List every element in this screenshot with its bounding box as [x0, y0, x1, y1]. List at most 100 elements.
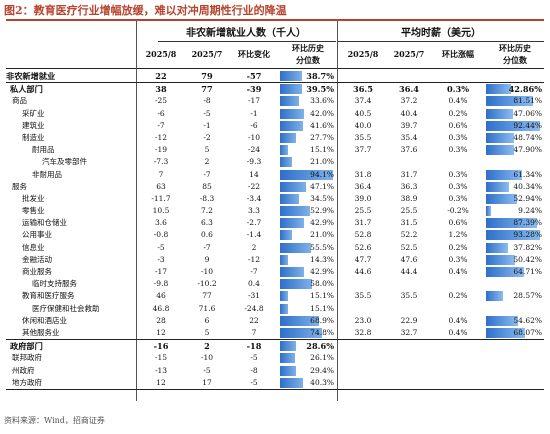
- cell-emp-mom: -24.8: [244, 303, 264, 313]
- percentile-bar: [486, 218, 537, 229]
- cell-wage-2025-8: 47.7: [354, 254, 372, 264]
- percentile-bar: [280, 132, 296, 143]
- cell-wage-2025-8: [340, 340, 386, 352]
- cell-emp-percentile: 15.1%: [280, 144, 336, 156]
- percentile-label: 33.6%: [310, 96, 334, 106]
- cell-wage-percentile: 40.34%: [486, 181, 544, 193]
- cell-wage-percentile: [486, 365, 544, 377]
- table-row: 私人部门 38 77 -39 36.5 36.4 0.3% 39.5% 42.86%: [6, 83, 544, 95]
- cell-wage-percentile: [486, 340, 544, 352]
- percentile-bar: [280, 84, 303, 95]
- row-label: 汽车及零部件: [42, 157, 87, 167]
- cell-emp-2025-8: -16: [153, 341, 169, 352]
- cell-emp-2025-7: 5: [204, 327, 210, 337]
- cell-emp-mom: -5: [250, 377, 258, 387]
- cell-wage-2025-7: 37.2: [400, 96, 418, 106]
- percentile-bar: [486, 120, 540, 131]
- cell-wage-percentile: 87.39%: [486, 217, 544, 229]
- percentile-label: 27.7%: [310, 132, 334, 142]
- cell-emp-2025-7: 5: [204, 145, 210, 155]
- col-right-2025-8: 2025/8: [347, 49, 379, 59]
- cell-wage-percentile: 47.06%: [486, 108, 544, 120]
- percentile-bar: [280, 327, 322, 338]
- col-left-percentile-1: 环比历史: [292, 43, 324, 53]
- cell-wage-mom: 0.3%: [446, 84, 470, 95]
- percentile-bar: [280, 169, 333, 180]
- cell-emp-percentile: 42.0%: [280, 108, 336, 120]
- cell-wage-mom: [432, 278, 484, 290]
- percentile-label: 40.3%: [310, 377, 334, 387]
- cell-wage-percentile: 28.57%: [486, 290, 544, 302]
- cell-wage-2025-7: 35.4: [400, 132, 418, 142]
- cell-wage-2025-7: [386, 365, 432, 377]
- cell-wage-2025-8: 36.4: [354, 181, 372, 191]
- cell-emp-mom: -57: [246, 71, 262, 81]
- cell-emp-2025-8: -25: [154, 96, 168, 106]
- cell-wage-2025-7: [386, 352, 432, 364]
- cell-emp-2025-8: 12: [156, 377, 166, 387]
- cell-wage-mom: 0.3%: [448, 132, 468, 142]
- percentile-bar: [280, 303, 289, 314]
- cell-wage-2025-8: 37.4: [354, 96, 372, 106]
- cell-emp-percentile: 26.1%: [280, 352, 336, 364]
- cell-emp-2025-8: -19: [154, 145, 168, 155]
- percentile-bar: [486, 230, 541, 241]
- table-row: 金融活动 -3 9 -12 47.7 47.6 0.3% 14.3% 50.42%: [6, 254, 544, 266]
- cell-wage-mom: 0.4%: [448, 96, 468, 106]
- cell-emp-2025-7: -10.2: [197, 279, 217, 289]
- cell-wage-mom: [432, 377, 484, 389]
- cell-emp-mom: -31: [247, 291, 261, 301]
- percentile-label: 15.1%: [310, 303, 334, 313]
- cell-wage-2025-7: [386, 70, 432, 82]
- cell-wage-percentile: [486, 377, 544, 389]
- cell-emp-2025-8: -15: [154, 353, 168, 363]
- cell-wage-2025-7: 40.4: [400, 108, 418, 118]
- percentile-bar: [280, 145, 289, 156]
- table-body: 非农新增就业 22 79 -57 38.7% 私人部门 38 77 -39 36.5 36.4 0.3…: [6, 70, 544, 390]
- row-label: 商品: [12, 96, 27, 106]
- row-label: 政府部门: [10, 341, 43, 352]
- cell-emp-mom: 22: [249, 315, 259, 325]
- row-label: 临时支持服务: [32, 279, 77, 289]
- cell-emp-2025-8: -3: [157, 254, 165, 264]
- cell-emp-2025-7: 6.3: [201, 218, 213, 228]
- percentile-bar: [486, 132, 515, 143]
- percentile-bar: [280, 71, 302, 81]
- row-label: 商业服务: [22, 267, 52, 276]
- percentile-label: 42.0%: [310, 108, 334, 118]
- percentile-label: 26.1%: [310, 353, 334, 363]
- cell-wage-2025-8: 23.0: [354, 315, 372, 325]
- cell-wage-mom: [432, 352, 484, 364]
- table-row: 联邦政府 -15 -10 -5 26.1%: [6, 352, 544, 364]
- cell-wage-percentile: 64.71%: [486, 266, 544, 278]
- cell-wage-percentile: [486, 303, 544, 315]
- percentile-label: 52.94%: [513, 193, 542, 203]
- row-label: 地方政府: [12, 377, 42, 387]
- row-label: 零售业: [22, 206, 45, 216]
- cell-wage-mom: [432, 303, 484, 315]
- row-label: 医疗保健和社会救助: [32, 303, 100, 313]
- table-row: 采矿业 -6 -5 -1 40.5 40.4 0.2% 42.0% 47.06%: [6, 108, 544, 120]
- cell-emp-mom: -9.3: [246, 157, 262, 167]
- cell-wage-2025-7: 38.9: [400, 193, 418, 203]
- col-right-percentile-2: 分位数: [503, 55, 527, 65]
- percentile-label: 87.39%: [513, 218, 542, 228]
- percentile-label: 38.7%: [306, 71, 334, 81]
- cell-wage-2025-8: 36.5: [353, 84, 373, 95]
- cell-emp-2025-7: 71.6: [198, 303, 216, 313]
- percentile-label: 15.1%: [310, 145, 334, 155]
- cell-emp-percentile: 14.3%: [280, 254, 336, 266]
- cell-wage-2025-8: 52.8: [354, 230, 372, 240]
- percentile-bar: [280, 230, 292, 241]
- cell-emp-2025-8: -9.8: [153, 279, 169, 289]
- table-row: 政府部门 -16 2 -18 28.6%: [6, 340, 544, 352]
- cell-emp-2025-8: -5: [157, 242, 165, 252]
- cell-emp-2025-7: 77: [202, 291, 212, 301]
- cell-emp-2025-7: -7: [203, 242, 211, 252]
- cell-wage-percentile: [486, 352, 544, 364]
- cell-emp-2025-7: -5: [203, 108, 211, 118]
- cell-wage-percentile: 47.90%: [486, 144, 544, 156]
- cell-emp-mom: -12: [247, 254, 261, 264]
- header-column-row: 2025/8 2025/7 环比变化 环比历史 分位数 2025/8 2025/…: [6, 43, 544, 68]
- cell-wage-percentile: 50.42%: [486, 254, 544, 266]
